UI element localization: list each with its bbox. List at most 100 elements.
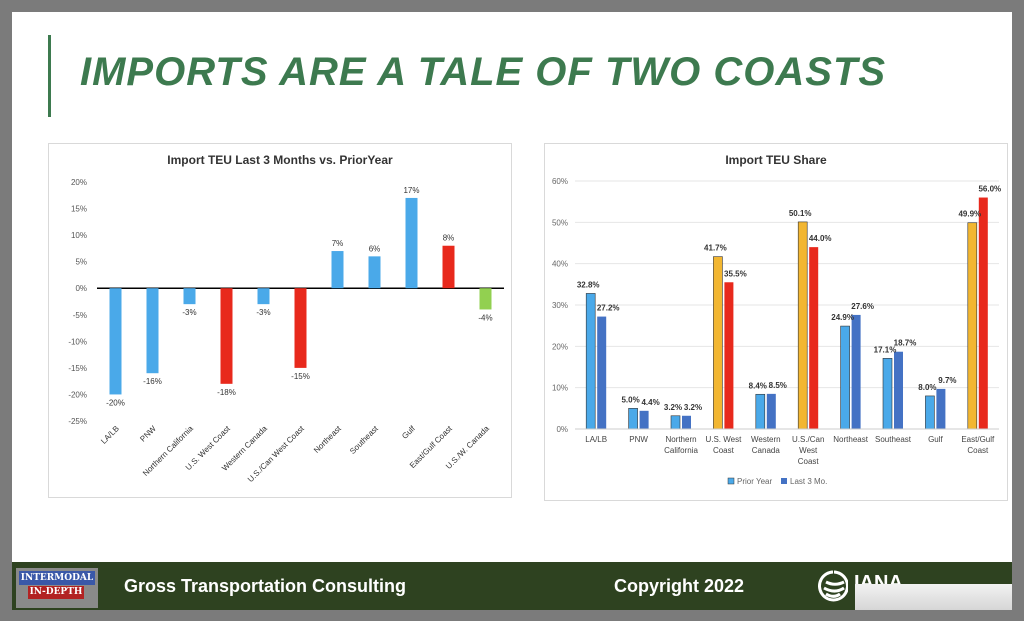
data-label: -3% (256, 308, 270, 317)
data-label: 7% (332, 239, 344, 248)
bar-prior-year (585, 293, 596, 430)
data-label-last: 9.7% (938, 376, 956, 385)
x-tick-label: Gulf (400, 424, 417, 441)
x-tick-label: Northeast (833, 435, 868, 444)
data-label-prior: 50.1% (789, 209, 812, 218)
x-tick-label: East/Gulf (961, 435, 995, 444)
company-name: Gross Transportation Consulting (124, 576, 407, 596)
x-tick-label: U.S. West (705, 435, 742, 444)
y-tick-label: 50% (552, 218, 568, 227)
bar-prior-year (628, 408, 638, 430)
chart-title: Import TEU Share (725, 153, 827, 167)
x-tick-label: LA/LB (99, 424, 121, 446)
bar-last-3-mo (936, 388, 946, 429)
legend-swatch-prior (727, 477, 735, 485)
data-label-prior: 5.0% (621, 395, 639, 404)
bar-last-3-mo (851, 314, 861, 429)
data-label: -15% (291, 372, 310, 381)
bar-prior-year (670, 415, 681, 430)
intermodal-logo: INTERMODAL IN-DEPTH (16, 568, 98, 608)
x-tick-label: Coast (798, 457, 820, 466)
data-label-last: 8.5% (769, 381, 787, 390)
bar (479, 288, 492, 310)
title-accent-line (48, 35, 51, 117)
copyright: Copyright 2022 (614, 576, 745, 596)
iana-logo-icon (818, 570, 848, 602)
footer: INTERMODAL IN-DEPTH Gross Transportation… (12, 562, 1012, 610)
data-label-last: 56.0% (978, 185, 1001, 194)
y-tick-label: 15% (71, 205, 87, 214)
x-tick-label: PNW (629, 435, 648, 444)
y-tick-label: 20% (552, 342, 568, 351)
logo-line2: IN-DEPTH (28, 586, 84, 599)
slide-title: IMPORTS ARE A TALE OF TWO COASTS (80, 50, 887, 94)
bar-last-3-mo (809, 247, 819, 429)
data-label-prior: 8.0% (918, 383, 936, 392)
bar (442, 245, 455, 289)
data-label: -16% (143, 377, 162, 386)
x-tick-label: California (664, 446, 698, 455)
y-tick-label: -15% (68, 364, 87, 373)
x-tick-label: West (799, 446, 818, 455)
y-tick-label: 0% (556, 425, 568, 434)
teu-share-svg: Import TEU Share 60% 50% 40% 30% 20% 10% 0% 32.8… (552, 153, 1001, 486)
x-tick-label: Southeast (875, 435, 912, 444)
x-tick-label: Southeast (348, 424, 380, 456)
bar-last-3-mo (894, 351, 903, 429)
bar-last-3-mo (724, 282, 734, 429)
data-label-last: 35.5% (724, 269, 747, 278)
data-label-prior: 17.1% (874, 345, 897, 354)
data-label-last: 4.4% (641, 398, 659, 407)
data-label: -4% (478, 313, 492, 322)
y-tick-label: 10% (71, 231, 87, 240)
bar-last-3-mo (639, 410, 649, 429)
teu-change-svg: Import TEU Last 3 Months vs. PriorYear 20… (68, 153, 504, 484)
data-label-last: 18.7% (894, 339, 917, 348)
bar-prior-year (882, 358, 893, 430)
bar (294, 288, 307, 368)
chart-teu-share: Import TEU Share 60% 50% 40% 30% 20% 10% 0% 32.8… (544, 143, 1008, 501)
data-label-prior: 49.9% (958, 210, 981, 219)
bar-prior-year (967, 222, 978, 430)
x-tick-label: Coast (713, 446, 735, 455)
bar (146, 288, 159, 374)
bar-last-3-mo (978, 197, 988, 429)
chart-teu-change: Import TEU Last 3 Months vs. PriorYear 20… (48, 143, 512, 498)
y-tick-label: -10% (68, 337, 87, 346)
bar-prior-year (797, 221, 808, 430)
data-label: 6% (369, 244, 381, 253)
x-tick-label: PNW (138, 424, 158, 444)
x-tick-label: Coast (967, 446, 989, 455)
legend-label-last: Last 3 Mo. (790, 477, 827, 486)
logo-line1: INTERMODAL (19, 571, 95, 585)
y-tick-label: -25% (68, 417, 87, 426)
data-label-prior: 32.8% (577, 280, 600, 289)
x-tick-label: U.S./Can (792, 435, 824, 444)
bar (331, 251, 344, 289)
bar (220, 288, 233, 384)
x-tick-label: Canada (752, 446, 781, 455)
x-tick-label: LA/LB (585, 435, 607, 444)
data-label-last: 27.2% (597, 304, 620, 313)
y-tick-label: 5% (75, 258, 87, 267)
y-tick-label: -5% (73, 311, 87, 320)
data-label-prior: 3.2% (664, 403, 682, 412)
y-tick-label: 20% (71, 178, 87, 187)
data-label: -20% (106, 398, 125, 407)
x-tick-label: Western (751, 435, 781, 444)
slide: IMPORTS ARE A TALE OF TWO COASTS Import … (12, 12, 1012, 562)
legend-label-prior: Prior Year (737, 477, 772, 486)
bar-last-3-mo (597, 316, 607, 429)
data-label-prior: 24.9% (831, 313, 854, 322)
data-label-prior: 41.7% (704, 244, 727, 253)
data-label: 17% (403, 186, 419, 195)
data-label-last: 27.6% (851, 302, 874, 311)
bar (109, 288, 122, 395)
x-tick-label: Gulf (928, 435, 943, 444)
data-label-prior: 8.4% (749, 381, 767, 390)
data-label-last: 44.0% (809, 234, 832, 243)
bar-last-3-mo (766, 393, 776, 429)
y-tick-label: -20% (68, 390, 87, 399)
bar-last-3-mo (682, 415, 691, 429)
bar-prior-year (840, 325, 850, 430)
